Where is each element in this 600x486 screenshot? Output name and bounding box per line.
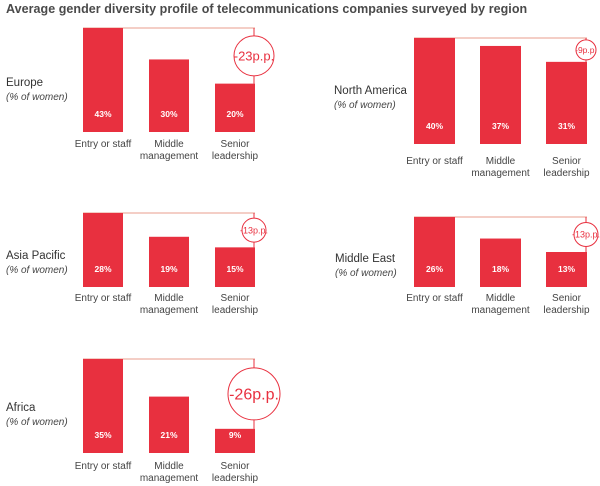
region-unit-label: (% of women) bbox=[334, 100, 396, 111]
value-label: 43% bbox=[94, 109, 111, 119]
category-label: Entry or staff bbox=[406, 293, 463, 304]
bar-middle bbox=[480, 45, 521, 145]
bar-senior bbox=[215, 83, 255, 132]
gap-label: -13p.p. bbox=[240, 225, 268, 235]
category-label: management bbox=[140, 151, 199, 162]
category-label: Entry or staff bbox=[75, 461, 132, 472]
gap-label: -23p.p. bbox=[234, 48, 274, 63]
category-label: Entry or staff bbox=[75, 293, 132, 304]
value-label: 31% bbox=[558, 121, 575, 131]
bar-entry bbox=[83, 359, 123, 453]
category-label: Senior bbox=[552, 293, 582, 304]
panel-middle-east: Middle East (% of women) 26% Entry or staff… bbox=[335, 216, 600, 316]
value-label: 40% bbox=[426, 121, 443, 131]
gap-label: -13p.p. bbox=[572, 230, 600, 240]
region-label: Africa bbox=[6, 402, 36, 414]
gap-circle bbox=[573, 222, 599, 247]
gap-circle bbox=[575, 39, 597, 61]
value-label: 26% bbox=[426, 264, 443, 274]
bar-senior bbox=[546, 61, 587, 144]
region-label: Middle East bbox=[335, 253, 396, 265]
region-label: North America bbox=[334, 85, 407, 97]
category-label: management bbox=[471, 168, 530, 179]
bar-senior bbox=[215, 428, 255, 453]
region-unit-label: (% of women) bbox=[6, 92, 68, 103]
category-label: Middle bbox=[154, 139, 184, 150]
value-label: 19% bbox=[160, 264, 177, 274]
region-unit-label: (% of women) bbox=[335, 268, 397, 279]
category-label: Middle bbox=[154, 293, 184, 304]
bar-middle bbox=[480, 238, 521, 287]
panel-europe: Europe (% of women) 43% Entry or staff 30% Mi… bbox=[6, 27, 275, 162]
category-label: leadership bbox=[543, 168, 590, 179]
gap-label: -26p.p. bbox=[229, 387, 279, 404]
chart-title: Average gender diversity profile of tele… bbox=[6, 2, 528, 16]
bar-senior bbox=[215, 247, 255, 287]
category-label: Senior bbox=[552, 156, 582, 167]
gap-circle bbox=[233, 35, 275, 77]
region-unit-label: (% of women) bbox=[6, 417, 68, 428]
category-label: Entry or staff bbox=[406, 156, 463, 167]
value-label: 30% bbox=[160, 109, 177, 119]
category-label: Senior bbox=[221, 293, 251, 304]
bar-middle bbox=[149, 236, 189, 287]
value-label: 18% bbox=[492, 264, 509, 274]
panel-north-america: North America (% of women) 40% Entry or sta… bbox=[334, 37, 597, 179]
category-label: Middle bbox=[486, 156, 516, 167]
gap-label: -9p.p. bbox=[575, 45, 597, 55]
category-label: Middle bbox=[154, 461, 184, 472]
value-label: 37% bbox=[492, 121, 509, 131]
bar-middle bbox=[149, 396, 189, 453]
category-label: management bbox=[471, 305, 530, 316]
value-label: 9% bbox=[229, 430, 242, 440]
value-label: 20% bbox=[226, 109, 243, 119]
category-label: leadership bbox=[543, 305, 590, 316]
category-label: Middle bbox=[486, 293, 516, 304]
category-label: leadership bbox=[212, 305, 259, 316]
region-label: Asia Pacific bbox=[6, 250, 66, 262]
region-label: Europe bbox=[6, 77, 43, 89]
bar-entry bbox=[83, 28, 123, 132]
value-label: 15% bbox=[226, 264, 243, 274]
category-label: Senior bbox=[221, 461, 251, 472]
bar-entry bbox=[83, 213, 123, 287]
bar-middle bbox=[149, 59, 189, 132]
value-label: 13% bbox=[558, 264, 575, 274]
category-label: leadership bbox=[212, 151, 259, 162]
region-unit-label: (% of women) bbox=[6, 265, 68, 276]
category-label: Entry or staff bbox=[75, 139, 132, 150]
value-label: 35% bbox=[94, 430, 111, 440]
panel-africa: Africa (% of women) 35% Entry or staff 21% Mi… bbox=[6, 358, 281, 484]
category-label: management bbox=[140, 473, 199, 484]
value-label: 28% bbox=[94, 264, 111, 274]
category-label: leadership bbox=[212, 473, 259, 484]
gap-circle bbox=[241, 217, 267, 243]
gap-circle bbox=[227, 367, 281, 421]
category-label: management bbox=[140, 305, 199, 316]
panel-asia-pacific: Asia Pacific (% of women) 28% Entry or staf… bbox=[6, 212, 268, 316]
bar-entry bbox=[414, 217, 455, 287]
bar-entry bbox=[414, 38, 455, 144]
bar-senior bbox=[546, 252, 587, 287]
value-label: 21% bbox=[160, 430, 177, 440]
category-label: Senior bbox=[221, 139, 251, 150]
